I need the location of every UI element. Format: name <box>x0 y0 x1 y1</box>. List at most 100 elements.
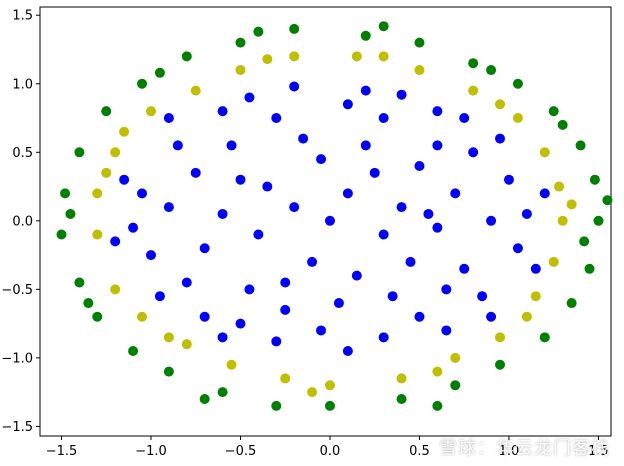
data-point-0-17 <box>217 208 228 219</box>
data-point-0-59 <box>244 92 255 103</box>
data-point-0-28 <box>190 167 201 178</box>
data-point-2-38 <box>486 65 497 76</box>
data-point-0-35 <box>486 215 497 226</box>
data-point-1-8 <box>450 352 461 363</box>
data-point-2-31 <box>65 208 76 219</box>
data-point-1-27 <box>378 51 389 62</box>
data-point-2-9 <box>468 58 479 69</box>
data-point-2-20 <box>163 366 174 377</box>
data-point-1-2 <box>548 256 559 267</box>
x-tick-label: −0.5 <box>225 444 257 459</box>
data-point-0-64 <box>539 188 550 199</box>
data-point-2-32 <box>378 21 389 32</box>
data-point-0-67 <box>316 154 327 165</box>
data-point-1-10 <box>396 373 407 384</box>
y-tick-label: 0.5 <box>12 146 33 161</box>
data-point-1-9 <box>414 65 425 76</box>
data-point-1-29 <box>495 99 506 110</box>
data-point-2-12 <box>396 393 407 404</box>
data-point-1-12 <box>324 380 335 391</box>
data-point-0-51 <box>459 113 470 124</box>
data-point-0-68 <box>441 284 452 295</box>
data-point-0-10 <box>280 277 291 288</box>
data-point-2-28 <box>56 229 67 240</box>
data-point-0-50 <box>289 81 300 92</box>
data-point-0-19 <box>387 291 398 302</box>
data-point-0-22 <box>226 140 237 151</box>
data-point-2-18 <box>217 387 228 398</box>
x-axis: −1.5 −1.0 −0.5 0.0 0.5 1.0 1.5 <box>46 436 609 459</box>
data-point-0-24 <box>199 243 210 254</box>
data-point-0-57 <box>119 174 130 185</box>
data-point-2-11 <box>414 37 425 48</box>
x-tick-label: 1.0 <box>499 444 520 459</box>
data-point-0-54 <box>521 208 532 219</box>
y-tick-label: 1.0 <box>12 77 33 92</box>
data-point-0-47 <box>495 133 506 144</box>
data-point-2-36 <box>557 119 568 130</box>
data-point-2-25 <box>74 147 85 158</box>
data-point-2-7 <box>512 78 523 89</box>
data-point-0-11 <box>405 256 416 267</box>
data-point-0-6 <box>262 181 273 192</box>
data-point-0-41 <box>378 332 389 343</box>
data-point-0-25 <box>378 113 389 124</box>
data-point-0-33 <box>468 147 479 158</box>
data-point-1-3 <box>539 147 550 158</box>
data-point-1-16 <box>226 359 237 370</box>
y-tick-label: 0.0 <box>12 214 33 229</box>
data-point-0-20 <box>244 284 255 295</box>
data-point-0-2 <box>289 202 300 213</box>
data-point-1-0 <box>557 215 568 226</box>
data-point-1-20 <box>137 311 148 322</box>
data-point-0-3 <box>378 229 389 240</box>
data-point-2-26 <box>74 277 85 288</box>
data-point-2-15 <box>289 23 300 34</box>
data-point-1-17 <box>190 85 201 96</box>
x-tick-label: −1.0 <box>135 444 167 459</box>
data-point-2-35 <box>199 393 210 404</box>
data-point-2-4 <box>566 298 577 309</box>
data-point-0-60 <box>342 346 353 357</box>
y-tick-label: −1.0 <box>1 351 33 366</box>
data-point-0-42 <box>271 336 282 347</box>
data-point-2-10 <box>450 380 461 391</box>
data-point-1-11 <box>351 51 362 62</box>
x-tick-label: 0.0 <box>320 444 341 459</box>
data-point-2-29 <box>602 195 613 206</box>
data-point-2-33 <box>253 26 264 37</box>
data-point-0-5 <box>369 167 380 178</box>
data-point-2-39 <box>154 67 165 78</box>
data-point-2-23 <box>101 106 112 117</box>
data-point-2-2 <box>584 263 595 274</box>
data-point-0-16 <box>432 222 443 233</box>
data-point-0-4 <box>307 256 318 267</box>
points-layer <box>56 21 613 411</box>
data-point-2-37 <box>83 298 94 309</box>
data-point-0-8 <box>253 229 264 240</box>
y-tick-label: 1.5 <box>12 9 33 24</box>
data-point-0-36 <box>163 202 174 213</box>
data-point-0-12 <box>235 174 246 185</box>
data-point-0-13 <box>414 160 425 171</box>
data-point-0-34 <box>181 277 192 288</box>
x-tick-label: 0.5 <box>409 444 430 459</box>
y-tick-label: −0.5 <box>1 283 33 298</box>
y-tick-label: −1.5 <box>1 420 33 435</box>
watermark-text: 雪球：华云龙门客栈 <box>439 438 610 459</box>
data-point-0-30 <box>316 325 327 336</box>
data-point-0-0 <box>324 215 335 226</box>
data-point-1-23 <box>92 188 103 199</box>
data-point-2-14 <box>324 400 335 411</box>
data-point-0-39 <box>432 106 443 117</box>
data-point-0-37 <box>477 291 488 302</box>
data-point-0-56 <box>530 263 541 274</box>
data-point-0-38 <box>172 140 183 151</box>
data-point-2-1 <box>589 174 600 185</box>
data-point-0-27 <box>459 263 470 274</box>
data-point-0-21 <box>432 140 443 151</box>
data-point-0-9 <box>351 270 362 281</box>
data-point-2-13 <box>360 30 371 41</box>
data-point-0-46 <box>137 188 148 199</box>
